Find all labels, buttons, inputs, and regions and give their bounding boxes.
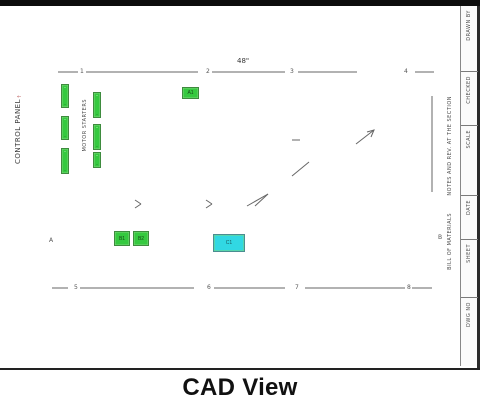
- title-block: DRAWN BY CHECKED SCALE DATE SHEET DWG NO: [460, 6, 478, 366]
- title-row-6: DWG NO: [461, 298, 478, 366]
- title-row-5-text: SHEET: [466, 244, 472, 263]
- left-green-column-1[interactable]: [61, 84, 69, 108]
- title-row-3: SCALE: [461, 126, 478, 196]
- mid-green-left-component[interactable]: B1: [114, 231, 130, 246]
- title-row-5: SHEET: [461, 240, 478, 298]
- title-row-4: DATE: [461, 196, 478, 240]
- right-green-column-2[interactable]: [93, 124, 101, 150]
- cyan-component[interactable]: C1: [213, 234, 245, 252]
- title-row-2-text: CHECKED: [466, 76, 472, 104]
- top-border: [0, 0, 480, 6]
- sheet-right-border: [477, 6, 480, 368]
- bottom-far-tick-label: 8: [407, 284, 411, 291]
- motor-starters-vertical: MOTOR STARTERS: [82, 99, 88, 152]
- top-right-tick-label: 3: [290, 68, 294, 75]
- right-green-column-1[interactable]: [93, 92, 101, 118]
- left-mini-vertical: ↑: [17, 94, 23, 99]
- title-row-1: DRAWN BY: [461, 6, 478, 72]
- bottom-right-tick-label: 7: [295, 284, 299, 291]
- bottom-mid-tick-label: 6: [207, 284, 211, 291]
- drawing-sheet: 48" 1 2 3 4 5 6 7 8 A B CONTROL PANEL ↑ …: [0, 6, 480, 368]
- left-title-vertical: CONTROL PANEL: [14, 99, 22, 165]
- left-green-column-3[interactable]: [61, 148, 69, 174]
- notes-vertical: NOTES AND REV. AT THE SECTION: [447, 96, 453, 196]
- caption-separator: [0, 368, 480, 370]
- title-row-1-text: DRAWN BY: [466, 10, 472, 41]
- title-row-6-text: DWG NO: [466, 302, 472, 327]
- top-dimension-label: 48": [237, 57, 250, 65]
- title-row-4-text: DATE: [466, 200, 472, 216]
- bottom-left-tick-label: 5: [74, 284, 78, 291]
- cad-view-caption: CAD View: [182, 374, 298, 401]
- top-left-tick-label: 1: [80, 68, 84, 75]
- top-mid-tick-label: 2: [206, 68, 210, 75]
- bom-vertical: BILL OF MATERIALS: [447, 213, 453, 270]
- left-green-column-2[interactable]: [61, 116, 69, 140]
- title-row-3-text: SCALE: [466, 130, 472, 149]
- left-marker-label: A: [49, 237, 54, 244]
- cad-drawing-area[interactable]: 48" 1 2 3 4 5 6 7 8 A B CONTROL PANEL ↑ …: [0, 6, 455, 366]
- top-green-component[interactable]: A1: [182, 87, 199, 99]
- caption-band: CAD View: [0, 368, 480, 403]
- title-row-2: CHECKED: [461, 72, 478, 126]
- right-green-column-3[interactable]: [93, 152, 101, 168]
- mid-green-right-component[interactable]: B2: [133, 231, 149, 246]
- top-far-tick-label: 4: [404, 68, 408, 75]
- drawing-lines: [52, 71, 434, 289]
- right-marker-label: B: [438, 234, 443, 241]
